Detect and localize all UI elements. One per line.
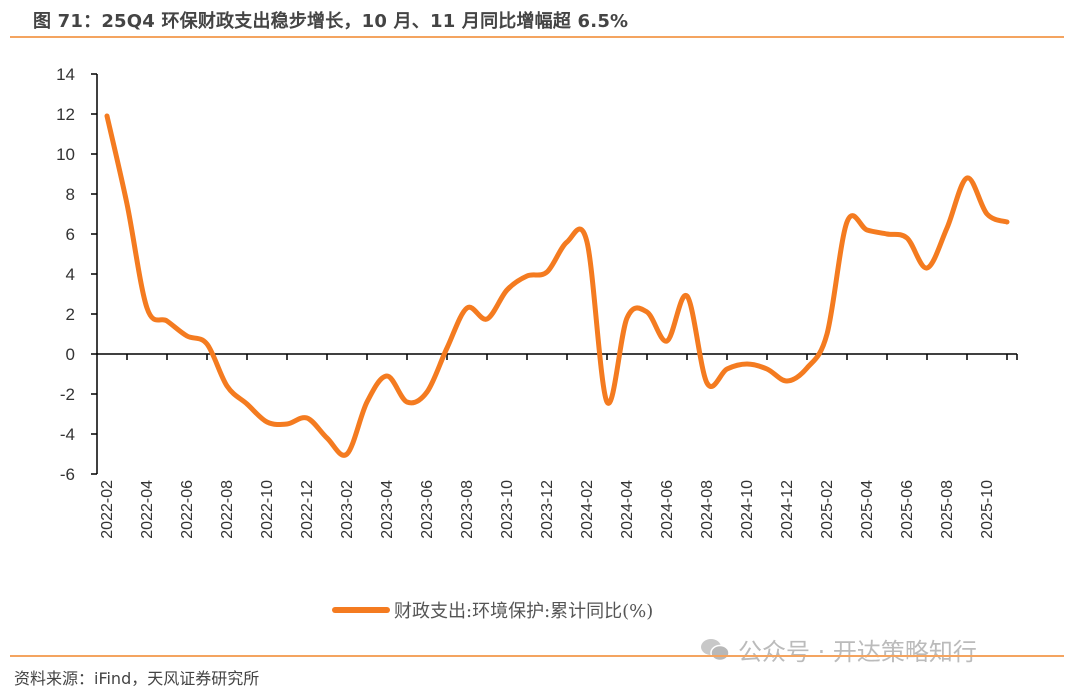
data-point-2025-02 [825,332,830,337]
y-tick-label: 12 [56,105,75,124]
x-tick-label: 2024-08 [699,480,716,539]
x-tick-label: 2022-04 [139,480,156,539]
y-tick-label: 14 [56,65,75,84]
data-point-2024-10 [745,362,750,367]
x-tick-label: 2025-08 [939,480,956,539]
figure-title: 图 71：25Q4 环保财政支出稳步增长，10 月、11 月同比增幅超 6.5% [33,11,629,32]
y-tick-label: 2 [66,305,75,324]
data-point-2024-01 [565,240,570,245]
x-tick-label: 2024-12 [779,480,796,539]
x-tick-label: 2023-08 [459,480,476,539]
legend-swatch [332,607,390,613]
data-point-2024-05 [645,310,650,315]
legend-label: 财政支出:环境保护:累计同比(%) [394,601,654,622]
data-point-2025-04 [865,228,870,233]
data-point-2023-03 [365,400,370,405]
x-tick-label: 2022-12 [299,480,316,539]
data-point-2023-01 [325,436,330,441]
x-tick-label: 2024-06 [659,480,676,539]
data-point-2025-10 [985,212,990,217]
x-tick-label: 2024-10 [739,480,756,539]
data-point-2024-12 [785,379,790,384]
data-point-2025-05 [885,232,890,237]
legend: 财政支出:环境保护:累计同比(%) [332,597,653,623]
data-point-2022-09 [245,402,250,407]
data-point-2023-04 [385,374,390,379]
data-point-2025-08 [945,226,950,231]
data-point-2022-06 [185,334,190,339]
data-point-2023-06 [425,390,430,395]
x-tick-label: 2022-10 [259,480,276,539]
watermark-text: 公众号 · 开达策略知行 [738,638,977,666]
y-tick-label: -4 [60,425,75,444]
x-tick-label: 2022-02 [99,480,116,539]
bottom-rule [10,655,1064,657]
data-point-2025-09 [965,176,970,181]
data-point-2024-03 [605,400,610,405]
data-point-2022-04 [145,306,150,311]
y-tick-label: 10 [56,145,75,164]
series-group [104,113,1010,458]
data-point-2023-11 [525,274,530,279]
series-line [104,113,1010,458]
x-tick-label: 2023-04 [379,480,396,539]
data-point-2022-03 [125,202,130,207]
x-tick-label: 2025-04 [859,480,876,539]
data-point-2024-11 [765,367,770,372]
x-tick-label: 2022-06 [179,480,196,539]
y-tick-label: 8 [66,185,75,204]
data-point-2024-07 [685,294,690,299]
data-point-2025-11 [1005,220,1010,225]
source-note: 资料来源：iFind，天风证券研究所 [14,669,260,688]
data-point-2023-09 [485,317,490,322]
data-point-2022-05 [165,319,170,324]
data-point-2024-04 [625,316,630,321]
data-point-2024-09 [725,367,730,372]
y-tick-label: -2 [60,385,75,404]
data-point-2022-11 [285,422,290,427]
data-point-2025-03 [845,220,850,225]
x-tick-label: 2025-02 [819,480,836,539]
data-point-2023-07 [445,346,450,351]
y-tick-label: 6 [66,225,75,244]
y-tick-label: -6 [60,465,75,484]
data-point-2023-12 [545,270,550,275]
data-point-2022-08 [225,384,230,389]
x-tick-label: 2023-06 [419,480,436,539]
x-tick-label: 2024-04 [619,480,636,539]
data-point-2022-07 [205,342,210,347]
top-rule [10,36,1064,38]
x-tick-label: 2023-02 [339,480,356,539]
data-point-2024-02 [585,240,590,245]
data-point-2023-10 [505,288,510,293]
x-axis: 2022-02 2022-04 2022-06 2022-08 2022-10 2022-… [97,353,1018,539]
x-tick-label: 2024-02 [579,480,596,539]
x-tick-label: 2023-10 [499,480,516,539]
y-tick-label: 4 [66,265,75,284]
data-point-2022-12 [305,416,310,421]
x-tick-label: 2025-10 [979,480,996,539]
x-tick-label: 2022-08 [219,480,236,539]
data-point-2023-02 [345,452,350,457]
y-axis: 14 12 10 8 6 4 2 0 -2 -4 -6 [56,65,98,484]
x-tick-label: 2023-12 [539,480,556,539]
wechat-icon [700,637,730,663]
data-point-2024-06 [665,339,670,344]
watermark: 公众号 · 开达策略知行 [700,632,977,667]
x-tick-label: 2025-06 [899,480,916,539]
data-point-2025-01 [805,366,810,371]
data-point-2025-06 [905,236,910,241]
data-point-2023-05 [405,400,410,405]
data-point-2024-08 [705,381,710,386]
y-tick-label: 0 [66,345,75,364]
data-point-2023-08 [465,306,470,311]
data-point-2025-07 [925,266,930,271]
data-point-2022-02 [105,114,110,119]
data-point-2022-10 [265,420,270,425]
